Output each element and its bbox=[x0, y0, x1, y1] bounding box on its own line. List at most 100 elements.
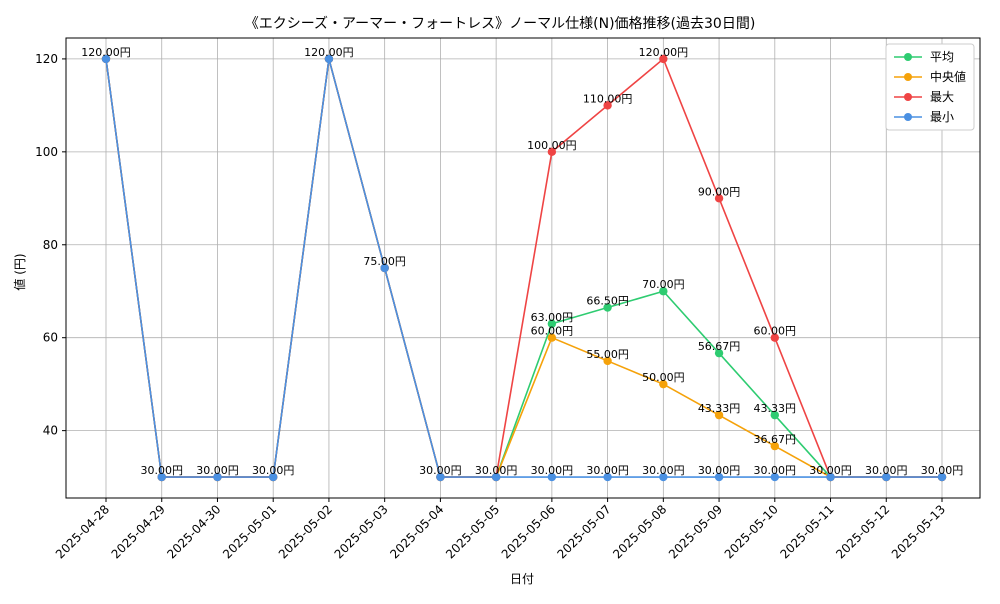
x-tick-label: 2025-05-10 bbox=[722, 502, 781, 561]
data-labels: 63.00円 66.50円 70.00円 56.67円 43.33円 60.00円 55.0… bbox=[81, 46, 963, 477]
x-tick-label: 2025-05-06 bbox=[499, 502, 558, 561]
data-label: 30.00円 bbox=[754, 464, 797, 477]
data-point bbox=[603, 303, 612, 312]
data-point bbox=[324, 54, 334, 64]
data-label: 43.33円 bbox=[698, 402, 741, 415]
data-label: 30.00円 bbox=[140, 464, 183, 477]
data-point bbox=[770, 441, 779, 451]
series-line bbox=[105, 58, 942, 478]
data-point bbox=[380, 263, 389, 273]
data-label: 43.33円 bbox=[754, 402, 797, 415]
data-label: 60.00円 bbox=[531, 325, 574, 338]
data-point bbox=[603, 472, 612, 482]
data-label: 30.00円 bbox=[586, 464, 629, 477]
x-tick-label: 2025-05-13 bbox=[889, 502, 948, 561]
data-point bbox=[547, 147, 557, 157]
data-label: 30.00円 bbox=[809, 464, 852, 477]
data-point bbox=[547, 472, 557, 482]
data-point bbox=[714, 194, 724, 203]
legend-label: 中央値 bbox=[930, 69, 966, 84]
data-point bbox=[826, 472, 835, 482]
legend-box bbox=[885, 43, 975, 131]
data-label: 56.67円 bbox=[698, 340, 741, 353]
chart-title: 《エクシーズ・アーマー・フォートレス》ノーマル仕様(N)価格推移(過去30日間) bbox=[245, 16, 756, 32]
series-line bbox=[105, 58, 942, 478]
data-point bbox=[603, 356, 612, 366]
data-label: 30.00円 bbox=[642, 464, 685, 477]
data-label: 70.00円 bbox=[642, 278, 685, 291]
data-label: 30.00円 bbox=[475, 464, 518, 477]
legend-label: 最大 bbox=[930, 90, 954, 104]
data-point bbox=[714, 472, 724, 482]
data-point bbox=[547, 319, 557, 328]
data-label: 75.00円 bbox=[363, 255, 406, 268]
data-label: 30.00円 bbox=[419, 464, 462, 477]
data-point bbox=[213, 472, 222, 482]
x-tick-label: 2025-05-05 bbox=[443, 502, 502, 561]
data-label: 50.00円 bbox=[642, 371, 685, 384]
data-label: 30.00円 bbox=[698, 464, 741, 477]
data-label: 63.00円 bbox=[531, 311, 574, 324]
data-label: 30.00円 bbox=[252, 464, 295, 477]
legend-label: 最小 bbox=[930, 110, 954, 124]
data-point bbox=[101, 54, 111, 64]
data-point bbox=[770, 472, 779, 482]
data-point bbox=[157, 472, 166, 482]
data-point bbox=[547, 333, 557, 342]
y-tick-label: 120 bbox=[35, 52, 58, 66]
data-label: 120.00円 bbox=[304, 46, 354, 59]
x-tick-label: 2025-04-30 bbox=[164, 502, 223, 561]
x-tick-label: 2025-04-29 bbox=[109, 502, 168, 561]
x-tick-label: 2025-05-08 bbox=[610, 502, 669, 561]
data-point bbox=[269, 472, 278, 482]
data-label: 120.00円 bbox=[639, 46, 689, 59]
data-point bbox=[659, 472, 668, 482]
series-line bbox=[105, 57, 942, 478]
data-label: 120.00円 bbox=[81, 46, 131, 59]
data-point bbox=[659, 54, 668, 64]
data-label: 66.50円 bbox=[586, 294, 629, 307]
grid bbox=[66, 38, 980, 498]
x-tick-label: 2025-05-04 bbox=[387, 502, 446, 561]
y-tick-label: 80 bbox=[43, 238, 58, 252]
legend-marker bbox=[904, 93, 912, 101]
data-label: 90.00円 bbox=[698, 185, 741, 198]
data-label: 60.00円 bbox=[754, 325, 797, 338]
x-tick-label: 2025-05-07 bbox=[555, 502, 614, 561]
x-axis-label: 日付 bbox=[510, 572, 534, 586]
data-point bbox=[770, 333, 779, 342]
y-axis-label: 値 (円) bbox=[12, 253, 27, 290]
y-tick-label: 40 bbox=[43, 424, 58, 438]
x-tick-label: 2025-05-01 bbox=[220, 502, 279, 561]
series-lines bbox=[101, 54, 947, 482]
legend-marker bbox=[904, 113, 912, 121]
x-tick-label: 2025-05-03 bbox=[332, 502, 391, 561]
data-label: 30.00円 bbox=[865, 464, 908, 477]
data-label: 100.00円 bbox=[527, 139, 577, 152]
legend-label: 平均 bbox=[930, 50, 954, 64]
data-label: 55.00円 bbox=[586, 348, 629, 361]
data-point bbox=[882, 472, 891, 482]
data-point bbox=[714, 410, 724, 420]
legend-marker bbox=[904, 73, 912, 81]
data-point bbox=[714, 348, 724, 358]
x-tick-label: 2025-05-02 bbox=[276, 502, 335, 561]
x-tick-label: 2025-04-28 bbox=[53, 502, 112, 561]
series-line bbox=[105, 58, 942, 478]
y-tick-label: 60 bbox=[43, 331, 58, 345]
data-label: 110.00円 bbox=[583, 92, 633, 105]
data-label: 30.00円 bbox=[196, 464, 239, 477]
data-label: 30.00円 bbox=[531, 464, 574, 477]
data-label: 30.00円 bbox=[921, 464, 964, 477]
data-point bbox=[436, 472, 445, 482]
y-tick-label: 100 bbox=[35, 145, 58, 159]
x-tick-label: 2025-05-12 bbox=[833, 502, 892, 561]
axes: 40 60 80 100 120 2025-04-282025-04-292025-04-… bbox=[35, 37, 981, 561]
x-tick-label: 2025-05-11 bbox=[777, 502, 836, 561]
x-tick-label: 2025-05-09 bbox=[666, 502, 725, 561]
plot-frame bbox=[65, 37, 981, 499]
data-point bbox=[603, 101, 612, 110]
data-point bbox=[659, 287, 668, 296]
